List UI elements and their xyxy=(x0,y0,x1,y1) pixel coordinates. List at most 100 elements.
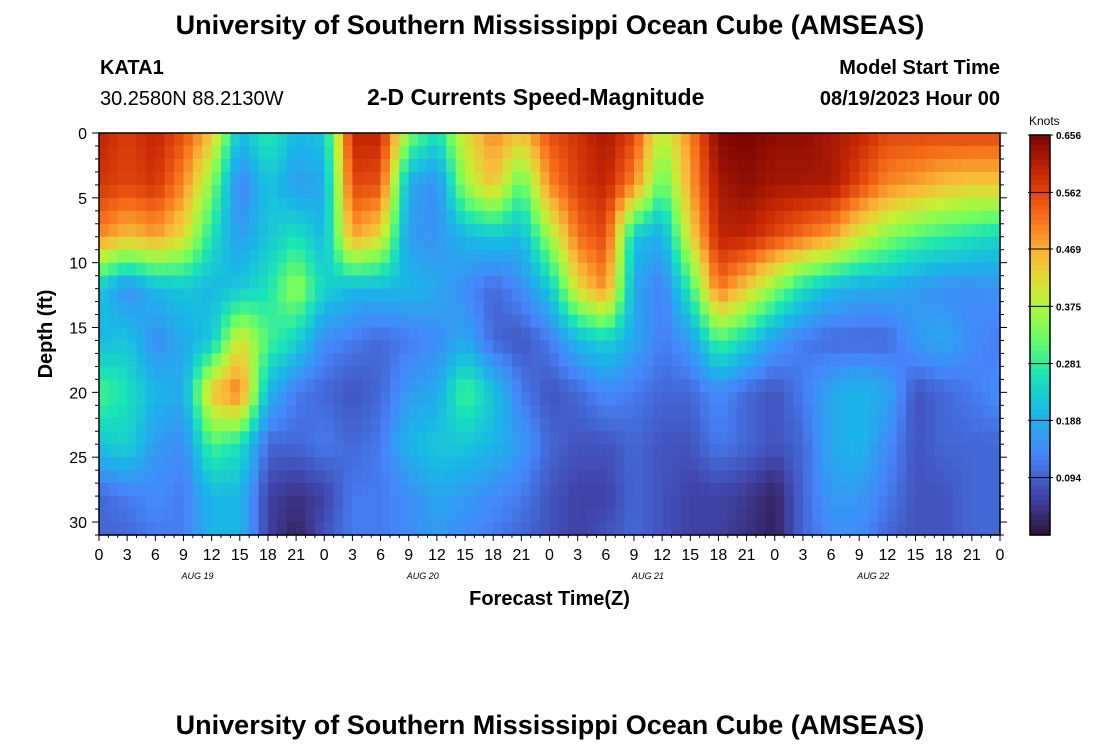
heatmap-cell xyxy=(343,249,354,264)
heatmap-cell xyxy=(802,418,813,432)
heatmap-cell xyxy=(962,431,973,445)
heatmap-cell xyxy=(587,314,598,329)
x-tick-label: 0 xyxy=(996,547,1005,564)
heatmap-cell xyxy=(174,379,185,393)
heatmap-cell xyxy=(709,184,720,199)
heatmap-cell xyxy=(408,483,419,497)
heatmap-cell xyxy=(333,262,344,277)
heatmap-cell xyxy=(859,223,870,238)
day-label: AUG 21 xyxy=(631,571,664,581)
heatmap-cell xyxy=(849,197,860,212)
heatmap-cell xyxy=(605,288,616,303)
heatmap-cell xyxy=(183,327,194,342)
heatmap-cell xyxy=(821,366,832,380)
heatmap-cell xyxy=(671,288,682,303)
heatmap-cell xyxy=(868,197,879,212)
heatmap-cell xyxy=(230,340,241,355)
heatmap-cell xyxy=(962,158,973,173)
heatmap-cell xyxy=(145,457,156,471)
heatmap-cell xyxy=(887,392,898,406)
heatmap-cell xyxy=(633,522,644,536)
heatmap-cell xyxy=(962,470,973,484)
heatmap-cell xyxy=(887,145,898,160)
heatmap-cell xyxy=(680,366,691,380)
colorbar-tick-label: 0.562 xyxy=(1056,188,1081,199)
heatmap-cell xyxy=(521,522,532,536)
heatmap-cell xyxy=(333,392,344,406)
heatmap-cell xyxy=(286,314,297,329)
colorbar-segment xyxy=(1030,275,1050,281)
heatmap-cell xyxy=(784,158,795,173)
heatmap-cell xyxy=(596,197,607,212)
heatmap-cell xyxy=(99,327,109,342)
heatmap-cell xyxy=(765,262,776,277)
heatmap-cell xyxy=(849,249,860,264)
heatmap-cell xyxy=(230,236,241,251)
heatmap-cell xyxy=(577,457,588,471)
heatmap-cell xyxy=(887,288,898,303)
heatmap-cell xyxy=(333,418,344,432)
heatmap-cell xyxy=(962,171,973,186)
heatmap-cell xyxy=(624,366,635,380)
heatmap-cell xyxy=(906,444,917,458)
heatmap-cell xyxy=(765,288,776,303)
heatmap-cell xyxy=(436,366,447,380)
heatmap-cell xyxy=(446,366,457,380)
heatmap-cell xyxy=(671,457,682,471)
heatmap-cell xyxy=(277,223,288,238)
heatmap-cell xyxy=(483,392,494,406)
heatmap-cell xyxy=(727,457,738,471)
colorbar-segment xyxy=(1030,315,1050,321)
heatmap-cell xyxy=(192,210,203,225)
heatmap-cell xyxy=(361,405,372,419)
heatmap-cell xyxy=(521,288,532,303)
heatmap-cell xyxy=(530,158,541,173)
heatmap-cell xyxy=(915,457,926,471)
heatmap-cell xyxy=(662,470,673,484)
heatmap-cell xyxy=(643,483,654,497)
heatmap-cell xyxy=(981,405,992,419)
heatmap-cell xyxy=(709,249,720,264)
heatmap-cell xyxy=(953,301,964,316)
heatmap-cell xyxy=(343,379,354,393)
heatmap-cell xyxy=(802,522,813,536)
heatmap-cell xyxy=(399,509,410,523)
heatmap-cell xyxy=(624,158,635,173)
heatmap-cell xyxy=(202,405,213,419)
heatmap-cell xyxy=(605,457,616,471)
heatmap-cell xyxy=(221,366,231,380)
heatmap-cell xyxy=(737,327,748,342)
heatmap-cell xyxy=(530,366,541,380)
colorbar-segment xyxy=(1030,205,1050,211)
heatmap-cell xyxy=(924,288,935,303)
heatmap-cell xyxy=(314,418,325,432)
heatmap-cell xyxy=(296,392,307,406)
heatmap-cell xyxy=(709,314,720,329)
heatmap-cell xyxy=(934,184,945,199)
heatmap-cell xyxy=(267,470,278,484)
heatmap-cell xyxy=(117,457,128,471)
heatmap-cell xyxy=(633,158,644,173)
heatmap-cell xyxy=(699,457,710,471)
heatmap-cell xyxy=(117,210,128,225)
heatmap-cell xyxy=(934,327,945,342)
heatmap-cell xyxy=(802,145,813,160)
heatmap-cell xyxy=(953,353,964,368)
heatmap-cell xyxy=(887,301,898,316)
heatmap-cell xyxy=(953,431,964,445)
heatmap-cell xyxy=(831,392,842,406)
heatmap-cell xyxy=(108,288,119,303)
heatmap-cell xyxy=(465,444,476,458)
heatmap-cell xyxy=(699,444,710,458)
colorbar-segment xyxy=(1030,525,1050,531)
heatmap-cell xyxy=(324,184,335,199)
heatmap-cell xyxy=(718,184,729,199)
heatmap-cell xyxy=(483,379,494,393)
heatmap-cell xyxy=(380,210,391,225)
heatmap-cell xyxy=(953,496,964,510)
heatmap-cell xyxy=(746,184,757,199)
heatmap-cell xyxy=(258,158,269,173)
heatmap-cell xyxy=(709,210,720,225)
heatmap-cell xyxy=(277,133,288,147)
heatmap-cell xyxy=(652,197,663,212)
